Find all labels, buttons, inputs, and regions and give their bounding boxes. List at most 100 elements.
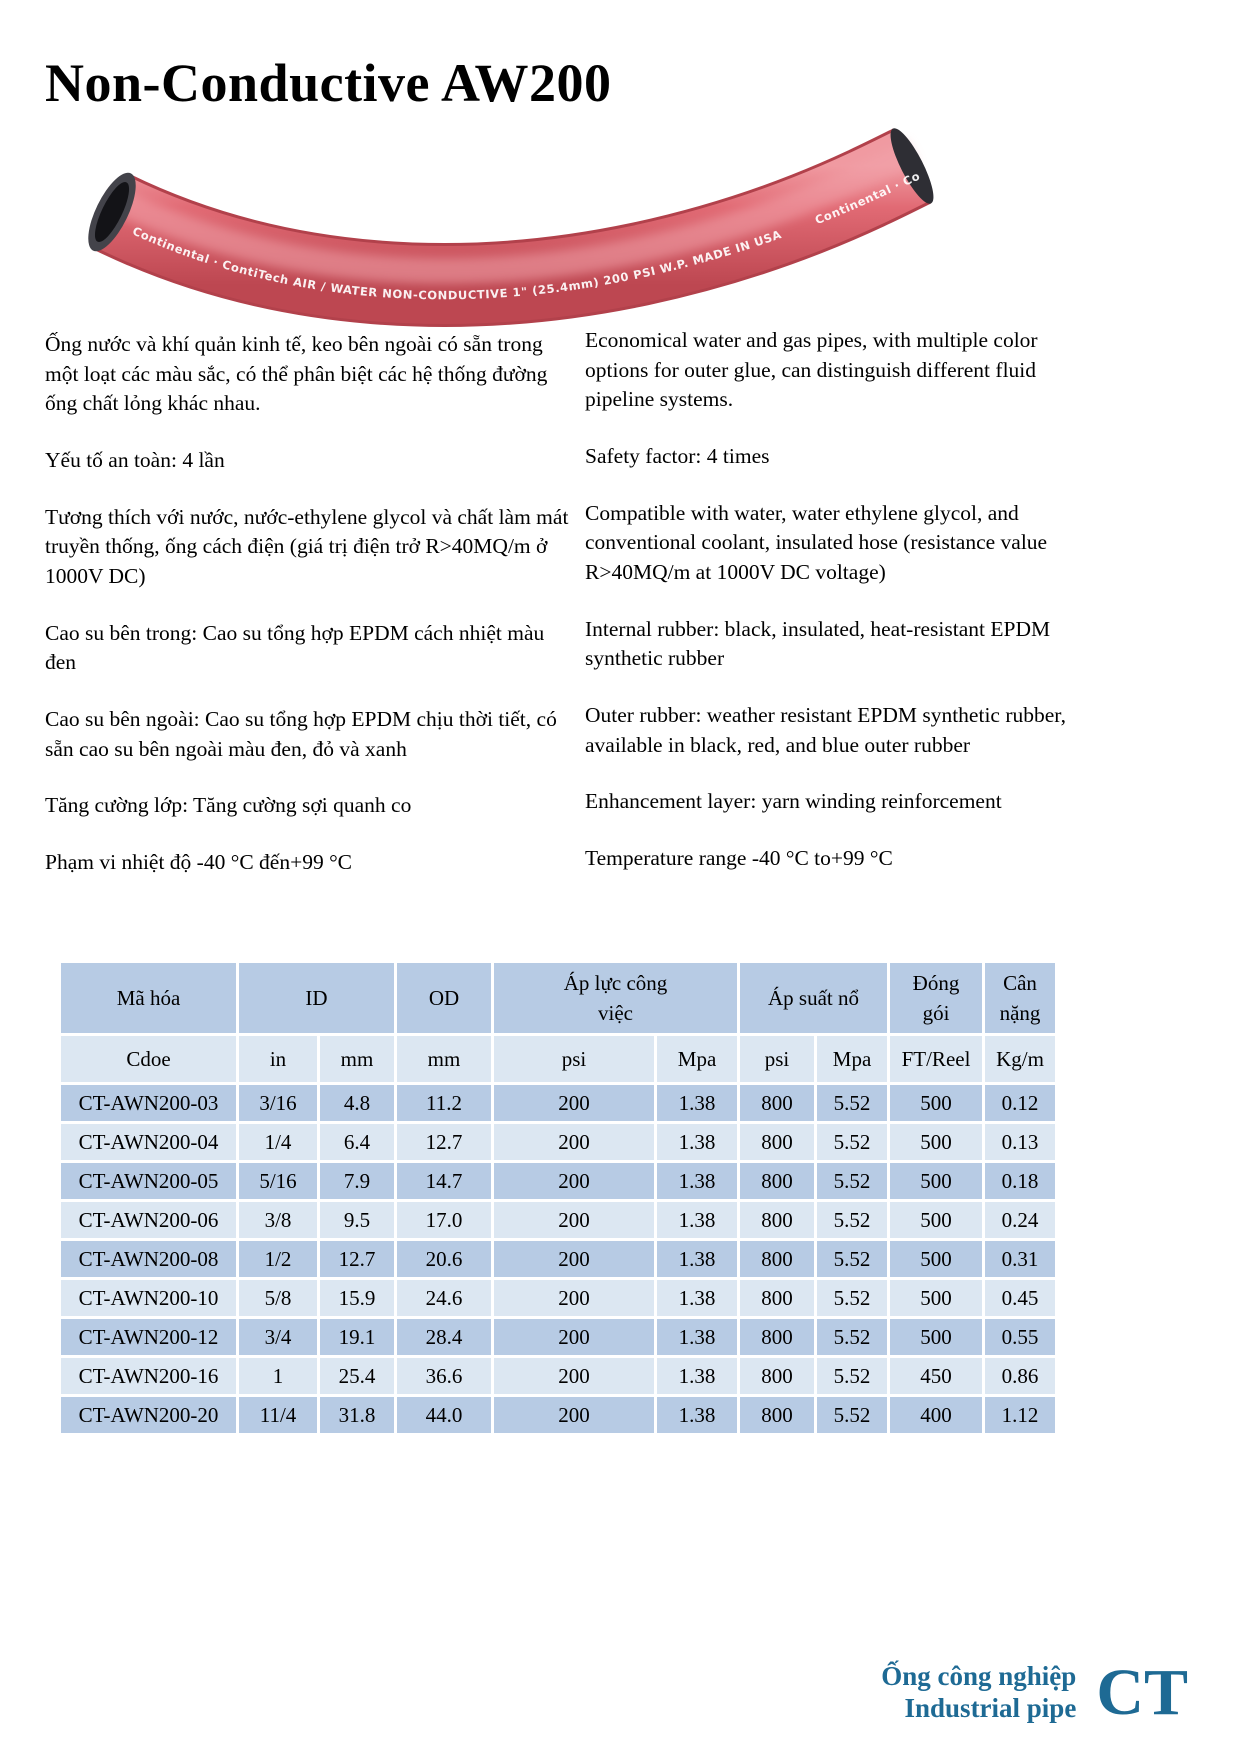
- table-cell: CT-AWN200-03: [61, 1085, 236, 1121]
- footer-taglines: Ống công nghiệp Industrial pipe: [881, 1661, 1076, 1725]
- table-header-cell: Đóng gói: [890, 963, 983, 1033]
- table-cell: 800: [740, 1202, 815, 1238]
- table-cell: 1.38: [657, 1124, 738, 1160]
- table-unit-cell: Kg/m: [985, 1036, 1056, 1082]
- table-header-cell: Mã hóa: [61, 963, 236, 1033]
- table-header-row: Mã hóa ID OD Áp lực công việc Áp suất nổ…: [61, 963, 1056, 1033]
- table-cell: 200: [494, 1358, 655, 1394]
- table-cell: CT-AWN200-10: [61, 1280, 236, 1316]
- en-paragraph: Compatible with water, water ethylene gl…: [585, 500, 1048, 584]
- table-cell: 11.2: [397, 1085, 492, 1121]
- vi-paragraph: Phạm vi nhiệt độ -40 °C đến+99 °C: [45, 849, 353, 874]
- table-cell: 3/8: [239, 1202, 317, 1238]
- table-row: CT-AWN200-10 5/8 15.9 24.6 200 1.38 800 5.52 500…: [61, 1280, 1056, 1316]
- table-cell: 200: [494, 1280, 655, 1316]
- table-cell: 0.12: [985, 1085, 1056, 1121]
- table-cell: 44.0: [397, 1397, 492, 1433]
- page-title: Non-Conductive AW200: [45, 53, 612, 113]
- table-cell: 500: [890, 1163, 983, 1199]
- table-cell: 800: [740, 1124, 815, 1160]
- table-cell: 5.52: [817, 1358, 888, 1394]
- table-cell: 500: [890, 1241, 983, 1277]
- table-cell: 800: [740, 1358, 815, 1394]
- table-cell: 200: [494, 1241, 655, 1277]
- table-cell: 25.4: [320, 1358, 395, 1394]
- table-header-cell: Áp suất nổ: [740, 963, 888, 1033]
- table-cell: 500: [890, 1319, 983, 1355]
- table-cell: 800: [740, 1085, 815, 1121]
- table-cell: 0.18: [985, 1163, 1056, 1199]
- table-cell: 24.6: [397, 1280, 492, 1316]
- table-cell: 9.5: [320, 1202, 395, 1238]
- table-cell: 1.38: [657, 1085, 738, 1121]
- table-unit-cell: Mpa: [657, 1036, 738, 1082]
- footer: Ống công nghiệp Industrial pipe CT: [881, 1660, 1188, 1726]
- en-paragraph: Temperature range -40 °C to+99 °C: [585, 845, 893, 870]
- table-cell: 7.9: [320, 1163, 395, 1199]
- table-cell: 0.55: [985, 1319, 1056, 1355]
- table-unit-cell: in: [239, 1036, 317, 1082]
- table-cell: 5.52: [817, 1124, 888, 1160]
- description-column-en: Economical water and gas pipes, with mul…: [585, 326, 1105, 901]
- table-cell: CT-AWN200-08: [61, 1241, 236, 1277]
- table-row: CT-AWN200-08 1/2 12.7 20.6 200 1.38 800 5.52 500…: [61, 1241, 1056, 1277]
- table-unit-cell: Cdoe: [61, 1036, 236, 1082]
- table-cell: 1/4: [239, 1124, 317, 1160]
- vi-paragraph: Ống nước và khí quản kinh tế, keo bên ng…: [45, 332, 548, 416]
- table-cell: 1.12: [985, 1397, 1056, 1433]
- spec-table: Mã hóa ID OD Áp lực công việc Áp suất nổ…: [58, 960, 1058, 1436]
- table-cell: 0.24: [985, 1202, 1056, 1238]
- table-header-cell: Áp lực công việc: [494, 963, 738, 1033]
- table-unit-cell: FT/Reel: [890, 1036, 983, 1082]
- table-cell: 36.6: [397, 1358, 492, 1394]
- table-header-cell: Cân nặng: [985, 963, 1056, 1033]
- table-cell: 200: [494, 1202, 655, 1238]
- table-cell: 800: [740, 1241, 815, 1277]
- table-cell: 12.7: [397, 1124, 492, 1160]
- vi-paragraph: Yếu tố an toàn: 4 lần: [45, 447, 225, 472]
- table-row: CT-AWN200-03 3/16 4.8 11.2 200 1.38 800 5.52 500…: [61, 1085, 1056, 1121]
- table-cell: 200: [494, 1124, 655, 1160]
- table-cell: 28.4: [397, 1319, 492, 1355]
- table-cell: 5.52: [817, 1397, 888, 1433]
- en-paragraph: Enhancement layer: yarn winding reinforc…: [585, 789, 1002, 814]
- table-cell: 0.13: [985, 1124, 1056, 1160]
- table-cell: 800: [740, 1397, 815, 1433]
- table-unit-cell: psi: [740, 1036, 815, 1082]
- table-cell: 800: [740, 1280, 815, 1316]
- vi-paragraph: Cao su bên trong: Cao su tổng hợp EPDM c…: [45, 620, 545, 675]
- table-header-cell: ID: [239, 963, 395, 1033]
- table-units-row: Cdoe in mm mm psi Mpa psi Mpa FT/Reel Kg…: [61, 1036, 1056, 1082]
- table-cell: CT-AWN200-05: [61, 1163, 236, 1199]
- company-logo: CT: [1096, 1656, 1188, 1729]
- footer-tagline-vi: Ống công nghiệp: [881, 1661, 1077, 1692]
- table-unit-cell: Mpa: [817, 1036, 888, 1082]
- table-cell: 0.86: [985, 1358, 1056, 1394]
- table-cell: 800: [740, 1319, 815, 1355]
- table-cell: 500: [890, 1124, 983, 1160]
- table-cell: 11/4: [239, 1397, 317, 1433]
- table-cell: 5/16: [239, 1163, 317, 1199]
- table-cell: 400: [890, 1397, 983, 1433]
- table-cell: 200: [494, 1085, 655, 1121]
- table-cell: 3/4: [239, 1319, 317, 1355]
- table-cell: 5.52: [817, 1319, 888, 1355]
- table-row: CT-AWN200-16 1 25.4 36.6 200 1.38 800 5.52 450 0.…: [61, 1358, 1056, 1394]
- table-row: CT-AWN200-12 3/4 19.1 28.4 200 1.38 800 5.52 500…: [61, 1319, 1056, 1355]
- spec-table-body: CT-AWN200-03 3/16 4.8 11.2 200 1.38 800 5.52 500…: [61, 1085, 1056, 1433]
- table-row: CT-AWN200-20 11/4 31.8 44.0 200 1.38 800 5.52 40…: [61, 1397, 1056, 1433]
- table-cell: 1/2: [239, 1241, 317, 1277]
- table-cell: 1.38: [657, 1202, 738, 1238]
- hose-image: Continental · ContiTech AIR / WATER NON-…: [0, 122, 934, 327]
- table-cell: CT-AWN200-20: [61, 1397, 236, 1433]
- table-row: CT-AWN200-04 1/4 6.4 12.7 200 1.38 800 5.52 500 0…: [61, 1124, 1056, 1160]
- table-cell: 200: [494, 1397, 655, 1433]
- table-cell: 20.6: [397, 1241, 492, 1277]
- table-cell: 14.7: [397, 1163, 492, 1199]
- vi-paragraph: Cao su bên ngoài: Cao su tổng hợp EPDM c…: [45, 706, 557, 761]
- table-cell: 1.38: [657, 1397, 738, 1433]
- hose-left-end: [88, 172, 136, 252]
- table-row: CT-AWN200-06 3/8 9.5 17.0 200 1.38 800 5.52 500 0…: [61, 1202, 1056, 1238]
- table-cell: 19.1: [320, 1319, 395, 1355]
